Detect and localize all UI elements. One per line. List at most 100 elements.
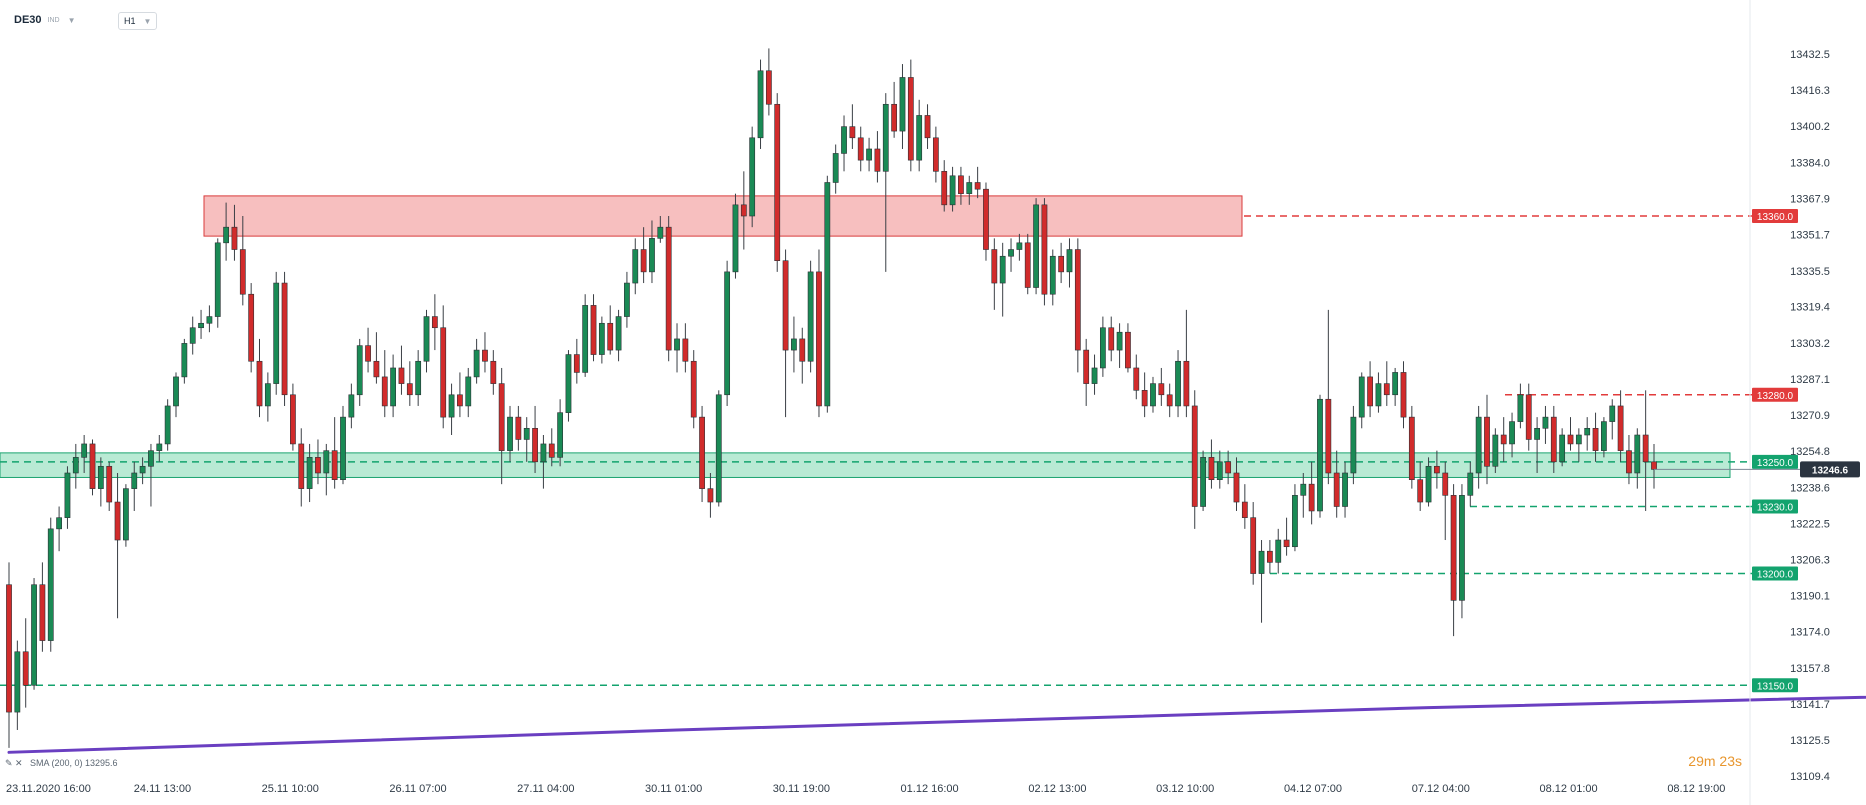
candle-body: [97, 465, 104, 489]
zone-resistance[interactable]: [203, 195, 1243, 237]
candle-body: [290, 394, 296, 445]
candle-body: [1183, 360, 1190, 407]
candle-body: [1125, 331, 1131, 369]
candle-body: [740, 204, 747, 217]
candle-body: [114, 501, 121, 541]
x-tick-label: 08.12 01:00: [1540, 783, 1598, 795]
candle: [573, 338, 580, 384]
candle-body: [340, 416, 346, 480]
level-badge[interactable]: 13230.0: [1752, 499, 1798, 514]
candle-body: [448, 394, 455, 418]
candle-body: [381, 376, 388, 407]
candle: [1191, 390, 1198, 529]
candle-body: [582, 305, 589, 373]
candle-body: [1300, 483, 1307, 496]
level-badge-label: 13150.0: [1757, 681, 1794, 692]
candle-body: [206, 316, 213, 324]
candle: [607, 305, 614, 355]
candle-body: [6, 584, 12, 713]
candle: [214, 238, 221, 328]
candle: [181, 338, 188, 384]
candle: [590, 294, 597, 362]
candle: [540, 434, 547, 489]
candle-body: [56, 517, 62, 530]
candle-body: [1450, 495, 1457, 601]
candle: [1041, 198, 1048, 306]
candle: [440, 305, 447, 429]
candle: [465, 367, 472, 418]
symbol-chevron-down-icon[interactable]: ▼: [67, 15, 76, 25]
candle: [490, 350, 497, 395]
candle: [557, 399, 564, 467]
candle: [1083, 338, 1090, 406]
candle-body: [916, 115, 923, 161]
zone-support[interactable]: [0, 452, 1731, 478]
candle-body: [1575, 434, 1582, 445]
candle-body: [1342, 472, 1348, 507]
candle-body: [415, 360, 422, 396]
candle-body: [64, 472, 71, 518]
level-badge[interactable]: 13360.0: [1752, 209, 1798, 224]
sma-legend: ✎ ✕ SMA (200, 0) 13295.6: [5, 758, 118, 768]
candle-body: [757, 70, 764, 139]
candle: [916, 99, 923, 172]
candle: [1200, 450, 1206, 511]
candle-body: [406, 383, 413, 396]
candle: [1074, 238, 1081, 373]
candle-body: [590, 305, 597, 355]
candle: [64, 466, 71, 529]
candle: [732, 193, 739, 279]
y-tick-label: 13109.4: [1790, 771, 1830, 783]
symbol-name[interactable]: DE30: [14, 14, 42, 26]
candle: [381, 350, 388, 418]
level-badges: 13360.0 13280.0 13250.0 13230.0 13200.0 13150…: [1752, 209, 1798, 693]
level-badge[interactable]: 13280.0: [1752, 387, 1798, 402]
candle: [1367, 361, 1373, 418]
candle-body: [164, 405, 171, 445]
candle-body: [824, 182, 831, 407]
candle-body: [139, 465, 146, 474]
sma-settings-icon[interactable]: ✎ ✕: [5, 758, 23, 768]
candle-body: [315, 457, 321, 474]
candle-body: [1066, 249, 1073, 273]
level-badge[interactable]: 13150.0: [1752, 678, 1798, 693]
level-badge[interactable]: 13250.0: [1752, 454, 1798, 469]
y-tick-label: 13287.1: [1790, 374, 1830, 386]
y-tick-label: 13303.2: [1790, 338, 1830, 350]
candle: [1575, 428, 1582, 462]
candle: [932, 126, 939, 183]
candle: [1601, 417, 1607, 458]
candle-body: [482, 349, 488, 362]
candle: [6, 562, 12, 748]
candle: [123, 484, 129, 547]
candle-body: [807, 271, 814, 362]
candle-body: [732, 204, 739, 273]
candle: [899, 64, 906, 149]
candle-body: [841, 126, 847, 154]
candle: [22, 618, 29, 708]
candle: [398, 345, 405, 395]
candle-timer-text: 29m 23s: [1688, 753, 1742, 769]
candle-body: [857, 137, 864, 161]
candle-body: [1484, 416, 1490, 467]
timeframe-select[interactable]: H1 ▼: [118, 12, 158, 30]
candle: [1592, 412, 1599, 462]
candle: [715, 390, 722, 507]
y-tick-label: 13174.0: [1790, 627, 1830, 639]
candle-body: [799, 338, 806, 362]
x-tick-label: 25.11 10:00: [262, 783, 319, 795]
candle-body: [31, 584, 37, 686]
level-badge[interactable]: 13200.0: [1752, 566, 1798, 581]
candle-body: [1091, 367, 1098, 384]
candle-body: [774, 103, 781, 262]
candle: [1417, 461, 1424, 511]
candle-body: [1008, 249, 1014, 257]
candle-body: [649, 238, 655, 273]
candle-body: [47, 528, 54, 641]
candle-body: [949, 175, 956, 206]
sma-line: [7, 695, 1866, 754]
candle-body: [1467, 472, 1474, 496]
candle-body: [607, 322, 614, 351]
level-badge-label: 13250.0: [1757, 458, 1794, 469]
